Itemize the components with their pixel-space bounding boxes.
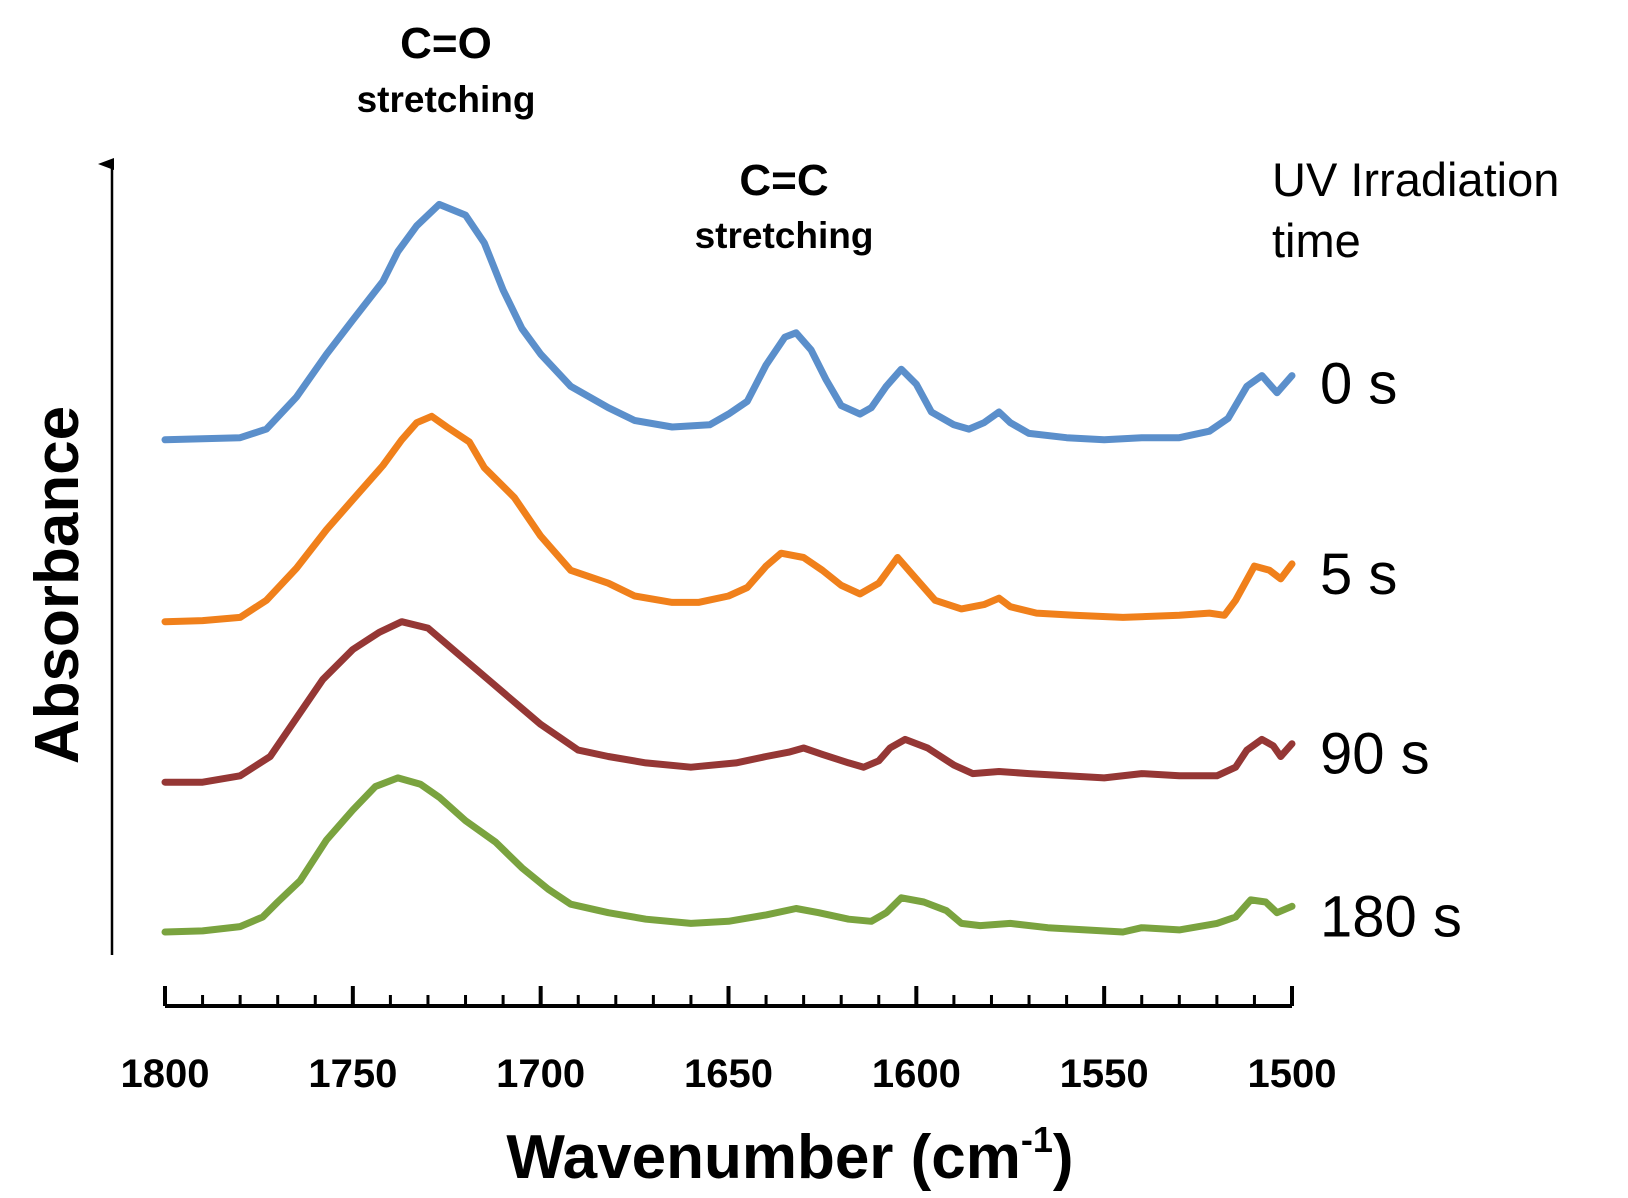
- annotation-co-main: C=O: [400, 19, 492, 68]
- x-axis-title-superscript: -1: [1021, 1119, 1053, 1160]
- x-axis: 1800 1750 1700 1650 1600 1550 1500: [121, 986, 1337, 1096]
- x-tick-label-1600: 1600: [872, 1052, 961, 1096]
- spectrum-line-5-s: [161, 412, 1296, 626]
- series-label-0-s: 0 s: [1320, 352, 1397, 417]
- legend-title-line-1: UV Irradiation: [1272, 153, 1559, 206]
- y-axis-title: Absorbance: [23, 406, 92, 764]
- annotation-co-sub: stretching: [357, 79, 536, 120]
- x-axis-title-main: Wavenumber (cm: [506, 1123, 1021, 1192]
- x-tick-label-1750: 1750: [308, 1052, 397, 1096]
- series-label-5-s: 5 s: [1320, 542, 1397, 607]
- spectrum-line-180-s: [161, 774, 1296, 936]
- peak-annotations: C=O stretching C=C stretching: [357, 19, 874, 256]
- annotation-cc-sub: stretching: [695, 215, 874, 256]
- x-tick-label-1550: 1550: [1060, 1052, 1149, 1096]
- x-tick-label-1700: 1700: [496, 1052, 585, 1096]
- legend-title-line-2: time: [1272, 214, 1361, 267]
- x-tick-label-1800: 1800: [121, 1052, 210, 1096]
- x-tick-label-1500: 1500: [1248, 1052, 1337, 1096]
- spectrum-line-90-s: [161, 618, 1296, 786]
- spectrum-line-0-s: [161, 200, 1296, 444]
- x-axis-title: Wavenumber (cm-1): [506, 1119, 1073, 1192]
- spectra-series: [161, 200, 1296, 936]
- series-label-90-s: 90 s: [1320, 722, 1430, 787]
- annotation-cc-main: C=C: [739, 156, 828, 205]
- series-label-180-s: 180 s: [1320, 884, 1462, 949]
- x-axis-title-close: ): [1053, 1123, 1074, 1192]
- series-labels: 0 s 5 s 90 s 180 s: [1320, 352, 1462, 950]
- x-tick-label-1650: 1650: [684, 1052, 773, 1096]
